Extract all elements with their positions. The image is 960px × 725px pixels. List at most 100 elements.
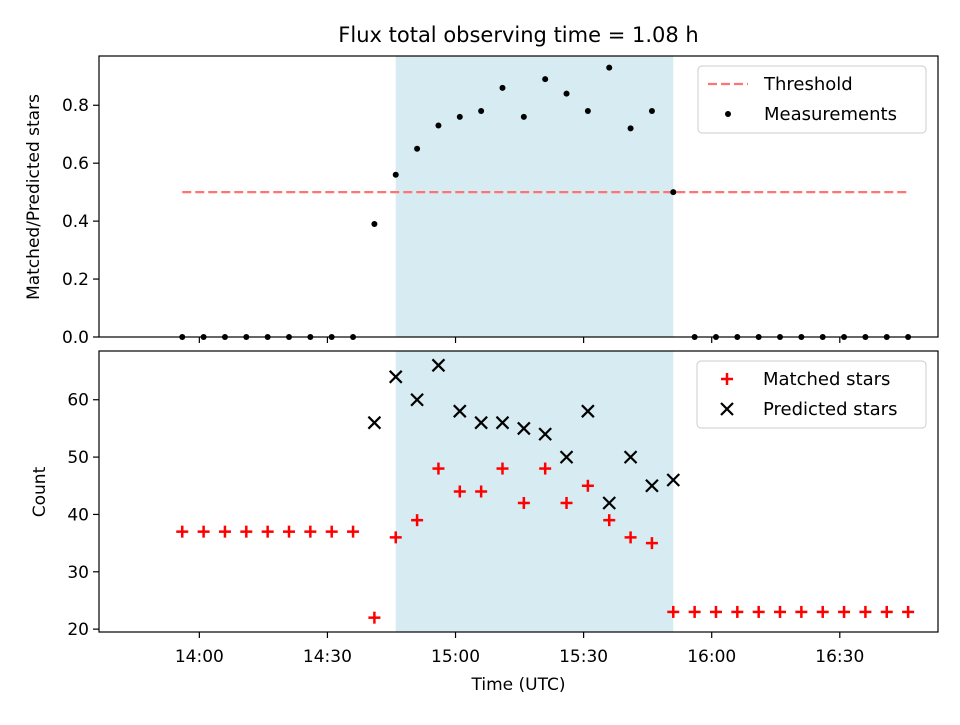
- matched-star-point: [688, 605, 701, 618]
- bottom-series-predicted-stars: [367, 358, 681, 510]
- x-tick-label: 14:00: [175, 647, 224, 667]
- x-b: [538, 427, 552, 441]
- matched-star-point: [880, 605, 893, 618]
- measurement-point: [414, 145, 421, 152]
- x-b: [559, 450, 574, 464]
- predicted-star-point: [559, 450, 574, 464]
- plot-layer: 0.0 0.2 0.4 0.6 0.8 20 30 40 50 60 14:00 14:30 15:00…: [62, 55, 939, 667]
- x-b: [581, 404, 595, 418]
- measurement-point: [371, 221, 378, 228]
- predicted-star-point: [453, 404, 467, 418]
- bottom-y-tick-label: 60: [67, 391, 89, 411]
- top-axes-frame: [98, 55, 939, 338]
- measurement-point: [627, 125, 634, 132]
- matched-star-point: [539, 462, 552, 475]
- bottom-y-tick-label: 30: [67, 563, 89, 583]
- x-tick-label: 16:30: [815, 647, 864, 667]
- matched-star-point: [581, 479, 594, 492]
- x-tick-label: 16:00: [687, 647, 736, 667]
- predicted-star-point: [367, 415, 382, 430]
- bottom-y-axis-label: Count: [30, 466, 50, 517]
- matched-star-point: [667, 605, 680, 618]
- predicted-star-point: [495, 415, 510, 430]
- legend-label: Measurements: [764, 104, 897, 125]
- predicted-star-point: [602, 496, 617, 510]
- predicted-star-point: [517, 421, 531, 436]
- bottom-y-tick-label: 20: [67, 620, 89, 640]
- matched-star-point: [517, 496, 530, 509]
- matched-star-point: [240, 525, 253, 538]
- predicted-star-point: [431, 358, 446, 373]
- matched-star-point: [197, 525, 210, 538]
- predicted-star-point: [474, 415, 488, 430]
- measurement-point: [392, 171, 399, 178]
- x-tick-label: 15:30: [559, 647, 608, 667]
- matched-star-point: [325, 525, 338, 538]
- matched-star-point: [560, 496, 573, 509]
- bottom-y-tick-label: 50: [67, 448, 89, 468]
- measurement-point: [542, 76, 549, 83]
- matched-star-point: [645, 537, 658, 550]
- x-b: [623, 450, 638, 464]
- x-b: [495, 415, 510, 430]
- matched-star-point: [389, 531, 402, 544]
- matched-star-point: [795, 605, 808, 618]
- x-b: [645, 478, 659, 493]
- measurement-point: [563, 90, 570, 97]
- matched-star-point: [838, 605, 851, 618]
- x-b: [410, 392, 424, 407]
- legend-label: Matched stars: [763, 369, 890, 390]
- measurement-point: [584, 108, 591, 115]
- predicted-star-point: [581, 404, 595, 418]
- matched-star-point: [453, 485, 466, 498]
- top-y-tick-label: 0.8: [62, 96, 89, 116]
- top-y-tick-label: 0.0: [62, 328, 89, 348]
- legend-label: Threshold: [763, 74, 853, 95]
- matched-star-point: [496, 462, 509, 475]
- predicted-star-point: [388, 370, 403, 384]
- matched-star-point: [368, 611, 381, 624]
- x-b: [388, 370, 403, 384]
- matched-star-point: [902, 605, 915, 618]
- matched-star-point: [731, 605, 744, 618]
- x-b: [431, 358, 446, 373]
- matched-star-point: [411, 514, 424, 527]
- matched-star-point: [709, 605, 722, 618]
- matched-star-point: [218, 525, 231, 538]
- x-b: [474, 415, 488, 430]
- matched-star-point: [176, 525, 189, 538]
- matched-star-point: [347, 525, 360, 538]
- legend-measurement-swatch: [725, 111, 731, 117]
- x-b: [367, 415, 382, 430]
- x-tick-label: 15:00: [431, 647, 480, 667]
- predicted-star-point: [645, 478, 659, 493]
- x-axis-label: Time (UTC): [471, 675, 566, 695]
- bottom-y-tick-label: 40: [67, 505, 89, 525]
- bottom-legend: Matched stars Predicted stars: [696, 360, 927, 429]
- bottom-series-matched-stars: [176, 462, 915, 624]
- predicted-star-point: [623, 450, 638, 464]
- predicted-star-point: [538, 427, 552, 441]
- measurement-point: [648, 108, 655, 115]
- legend-predicted-swatch: [720, 402, 734, 416]
- x-b: [517, 421, 531, 436]
- matched-star-point: [432, 462, 445, 475]
- x-b: [666, 473, 681, 487]
- measurement-point: [670, 189, 677, 196]
- legend-label: Predicted stars: [763, 399, 897, 420]
- x-b: [602, 496, 617, 510]
- top-highlight-span: [395, 56, 674, 337]
- top-y-tick-label: 0.6: [62, 154, 89, 174]
- legend-matched-swatch: [721, 373, 733, 385]
- x-b: [453, 404, 467, 418]
- measurement-point: [520, 113, 527, 120]
- measurement-point: [456, 113, 463, 120]
- top-legend-box: [697, 65, 927, 134]
- top-y-axis-label: Matched/Predicted stars: [24, 94, 44, 300]
- matched-star-point: [603, 514, 616, 527]
- bottom-highlight-span: [395, 351, 674, 632]
- x-tick-label: 14:30: [303, 647, 352, 667]
- bottom-legend-box: [696, 360, 927, 429]
